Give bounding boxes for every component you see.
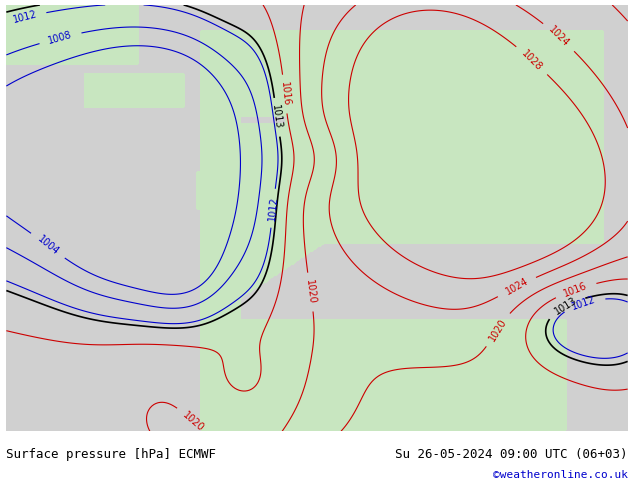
Text: 1012: 1012 [12, 9, 38, 25]
Text: 1020: 1020 [181, 410, 206, 433]
Text: 1016: 1016 [562, 280, 589, 299]
Text: 1013: 1013 [271, 104, 283, 130]
Text: 1012: 1012 [267, 196, 279, 221]
Text: Su 26-05-2024 09:00 UTC (06+03): Su 26-05-2024 09:00 UTC (06+03) [395, 448, 628, 461]
Text: 1020: 1020 [304, 279, 317, 305]
Text: 1004: 1004 [36, 234, 60, 257]
Text: 1028: 1028 [520, 48, 545, 73]
Text: 1012: 1012 [571, 294, 597, 312]
Text: 1016: 1016 [278, 81, 291, 107]
Text: 1008: 1008 [47, 30, 74, 46]
Text: Surface pressure [hPa] ECMWF: Surface pressure [hPa] ECMWF [6, 448, 216, 461]
Text: 1024: 1024 [547, 25, 571, 49]
Text: ©weatheronline.co.uk: ©weatheronline.co.uk [493, 469, 628, 480]
Text: 1024: 1024 [503, 276, 530, 297]
Text: 1013: 1013 [552, 295, 578, 317]
Text: 1020: 1020 [487, 317, 508, 343]
